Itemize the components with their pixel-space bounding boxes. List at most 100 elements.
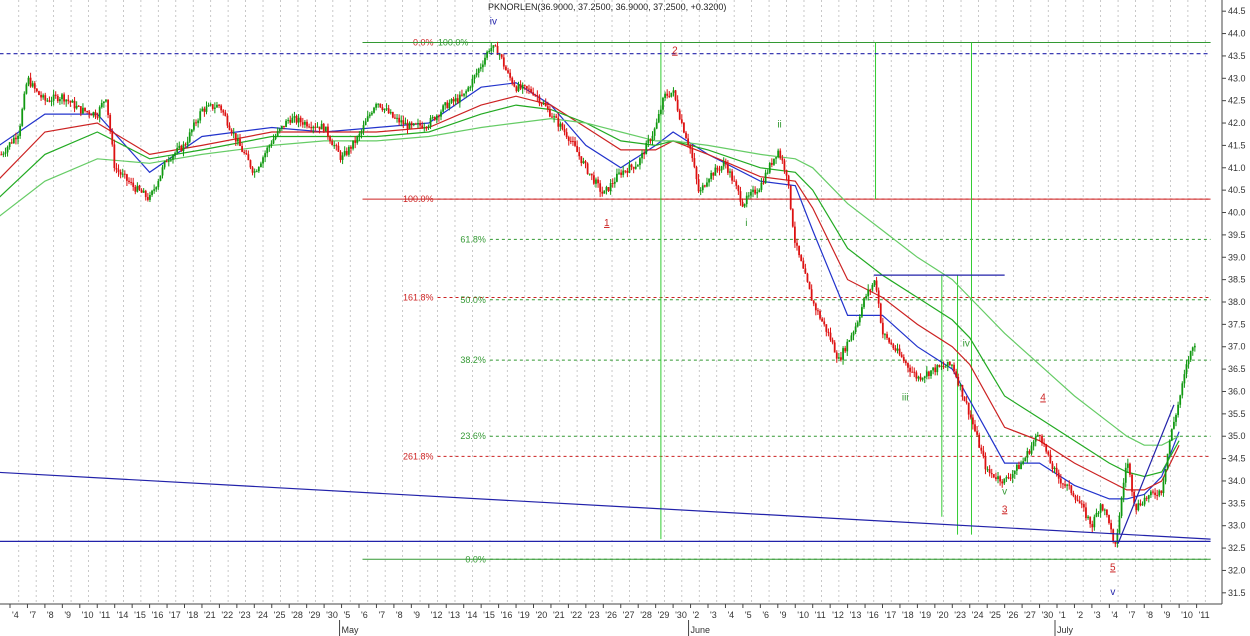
price-bar-body <box>299 117 302 123</box>
price-bar-body <box>1145 497 1148 499</box>
price-bar-body <box>773 158 775 165</box>
price-bar-body <box>806 273 809 282</box>
price-bar-body <box>647 139 650 143</box>
x-tick-label: '7 <box>1129 610 1136 620</box>
x-tick-label: '8 <box>396 610 403 620</box>
price-bar-body <box>578 152 581 157</box>
price-bar-body <box>879 303 882 323</box>
x-tick-label: '12 <box>832 610 844 620</box>
price-bar-body <box>475 72 478 76</box>
price-bar-body <box>130 182 133 184</box>
price-bar-body <box>389 112 392 114</box>
y-tick-label: 38.5 <box>1228 275 1246 285</box>
price-bar-body <box>622 170 625 175</box>
price-bar-body <box>337 145 340 152</box>
price-bar-body <box>842 348 844 360</box>
price-bar-body <box>431 116 434 119</box>
price-bar-body <box>226 116 229 126</box>
price-bar-body <box>1030 446 1033 454</box>
price-bar-body <box>1066 484 1069 486</box>
price-bar-body <box>61 94 63 100</box>
x-tick-label: '30 <box>1042 610 1054 620</box>
price-bar-body <box>276 131 279 137</box>
price-bar-body <box>295 116 298 123</box>
price-bar-body <box>601 191 604 194</box>
price-bar-body <box>27 77 30 85</box>
price-bar-body <box>1141 504 1144 506</box>
x-tick-label: '16 <box>867 610 879 620</box>
price-bar-body <box>597 179 599 184</box>
price-bar-body <box>808 281 811 290</box>
price-bar-body <box>1147 495 1150 499</box>
x-tick-label: '29 <box>658 610 670 620</box>
price-bar-body <box>419 123 421 126</box>
price-bar-body <box>794 226 796 243</box>
price-bar-body <box>781 158 784 161</box>
price-bar-body <box>322 123 325 132</box>
price-bar-body <box>79 106 82 114</box>
x-tick-label: '11 <box>815 610 826 620</box>
price-bar-body <box>618 172 620 174</box>
price-bar-body <box>1179 395 1182 405</box>
price-bar-body <box>685 132 687 139</box>
price-bar-body <box>190 129 193 133</box>
price-bar-body <box>1154 492 1156 496</box>
wave-label: 5 <box>1110 562 1116 573</box>
price-bar-body <box>777 150 780 158</box>
x-tick-label: '20 <box>536 610 548 620</box>
price-bar-body <box>339 151 342 160</box>
price-bar-body <box>1124 467 1127 483</box>
price-bar-body <box>1131 474 1133 492</box>
wave-label: 3 <box>1002 504 1008 515</box>
price-bar-body <box>201 108 204 112</box>
grid <box>18 0 1206 604</box>
price-bar-body <box>509 72 512 78</box>
x-tick-label: '14 <box>117 610 129 620</box>
price-bar-body <box>498 54 501 56</box>
price-bar-body <box>672 90 675 93</box>
x-tick-label: '26 <box>605 610 617 620</box>
fib-label: 261.8% <box>403 451 434 461</box>
x-tick-label: '3 <box>710 610 717 620</box>
price-bar-body <box>804 268 807 274</box>
y-tick-label: 43.0 <box>1228 73 1246 83</box>
price-bar-body <box>1089 516 1092 525</box>
price-bar-body <box>153 189 156 191</box>
price-bar-body <box>467 87 470 92</box>
price-bar-body <box>63 94 65 102</box>
price-bar-body <box>911 371 914 373</box>
price-bar-body <box>102 101 105 104</box>
price-bar-body <box>327 126 329 137</box>
price-bar-body <box>1051 463 1054 470</box>
x-tick-label: '22 <box>570 610 582 620</box>
price-bar-body <box>266 147 269 154</box>
price-bar-body <box>486 51 488 58</box>
price-bar-body <box>819 311 821 319</box>
price-bar-body <box>25 84 28 94</box>
price-bar-body <box>21 109 24 126</box>
x-tick-label: '28 <box>291 610 303 620</box>
price-bar-body <box>490 47 493 52</box>
price-bar-body <box>921 378 924 380</box>
price-bar-body <box>750 191 752 196</box>
price-bar-body <box>760 182 763 190</box>
price-bar-body <box>714 167 717 176</box>
price-bar-body <box>982 450 985 457</box>
price-bar-body <box>1187 359 1190 365</box>
price-bar-body <box>645 142 648 155</box>
x-tick-label: '19 <box>919 610 931 620</box>
price-bar-body <box>394 117 396 119</box>
price-bar-body <box>329 136 331 142</box>
x-tick-label: '10 <box>82 610 94 620</box>
price-bar-body <box>511 77 514 84</box>
price-bar-body <box>1126 463 1129 468</box>
price-bar-body <box>492 45 495 48</box>
price-bar-body <box>494 45 497 47</box>
fibonacci-levels: 0.0% 100.0%100.0%61.8%161.8% 50.0%38.2%23.… <box>362 38 1211 564</box>
price-bar-body <box>59 99 61 102</box>
price-bar-body <box>875 280 878 291</box>
price-bar-body <box>825 324 828 332</box>
price-bar-body <box>134 186 137 192</box>
x-tick-label: '7 <box>378 610 385 620</box>
price-bar-body <box>708 179 710 183</box>
